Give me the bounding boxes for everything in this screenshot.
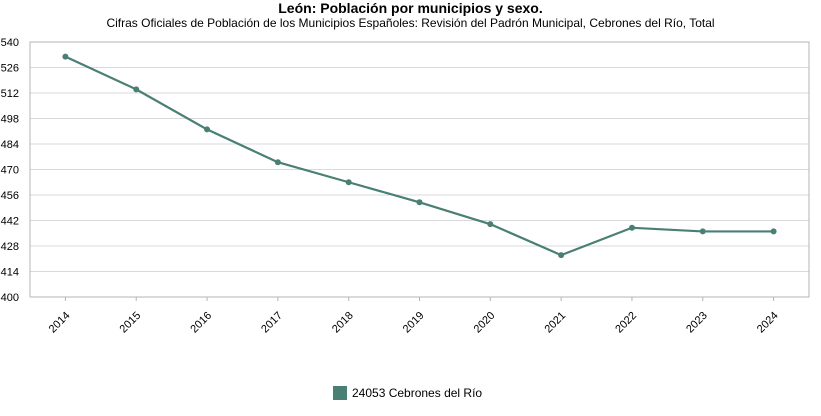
x-tick-label: 2018 — [330, 310, 356, 336]
chart-subtitle: Cifras Oficiales de Población de los Mun… — [106, 16, 715, 30]
data-point — [133, 86, 140, 93]
data-point — [416, 199, 423, 206]
legend-swatch — [333, 386, 347, 400]
data-point — [628, 224, 635, 231]
x-tick-label: 2016 — [188, 310, 214, 336]
x-tick-label: 2015 — [118, 310, 144, 336]
x-tick-label: 2017 — [259, 310, 285, 336]
data-point — [274, 159, 281, 166]
x-tick-label: 2021 — [542, 310, 568, 336]
data-point — [487, 221, 494, 228]
x-tick-label: 2024 — [755, 310, 781, 336]
x-tick-label: 2023 — [684, 310, 710, 336]
data-point — [204, 126, 211, 133]
y-tick-label: 456 — [1, 190, 19, 202]
data-point — [699, 228, 706, 235]
y-tick-label: 400 — [1, 292, 19, 304]
data-point — [558, 252, 565, 259]
x-tick-label: 2020 — [472, 310, 498, 336]
y-tick-label: 540 — [1, 37, 19, 49]
series-line — [64, 55, 774, 257]
data-point — [62, 53, 69, 60]
chart-title: León: Población por municipios y sexo. — [278, 0, 543, 16]
data-point — [770, 228, 777, 235]
y-tick-label: 526 — [1, 63, 19, 75]
x-tick-label: 2014 — [47, 310, 73, 336]
x-tick-label: 2019 — [401, 310, 427, 336]
y-tick-label: 428 — [1, 241, 19, 253]
legend: 24053 Cebrones del Río — [333, 386, 482, 400]
x-tick-label: 2022 — [613, 310, 639, 336]
y-tick-label: 498 — [1, 114, 19, 126]
legend-label: 24053 Cebrones del Río — [352, 386, 483, 400]
y-tick-label: 512 — [1, 88, 19, 100]
y-tick-label: 442 — [1, 216, 19, 228]
data-point — [345, 179, 352, 186]
y-tick-label: 414 — [1, 267, 19, 279]
y-tick-label: 484 — [1, 139, 19, 151]
y-tick-label: 470 — [1, 165, 19, 177]
